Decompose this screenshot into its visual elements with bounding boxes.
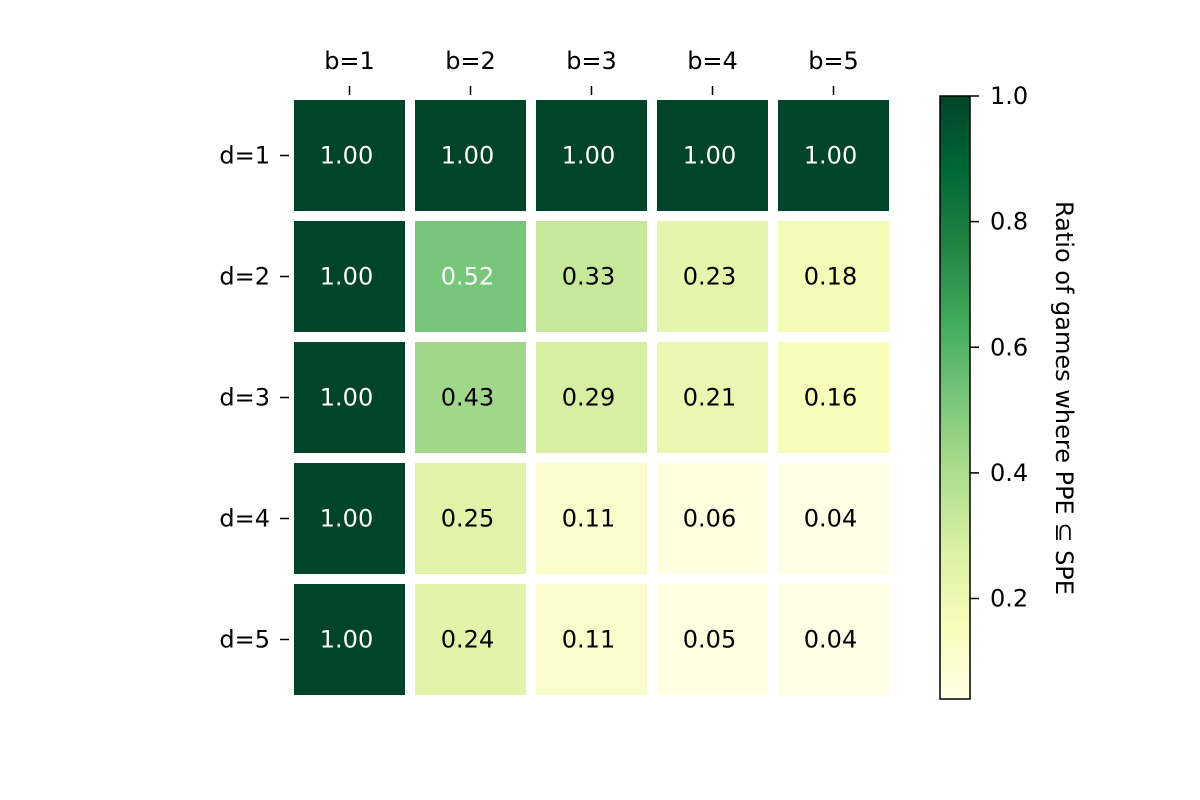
colorbar-tick-label: 0.2 <box>990 585 1028 613</box>
cell-value-label: 0.21 <box>683 384 736 412</box>
colorbar-label: Ratio of games where PPE ⊆ SPE <box>1050 201 1078 595</box>
cell-value-label: 1.00 <box>441 142 494 170</box>
cell-value-label: 0.11 <box>562 626 615 654</box>
x-tick-label: b=2 <box>445 47 496 75</box>
cell-value-label: 0.04 <box>804 626 857 654</box>
cell-value-label: 0.25 <box>441 505 494 533</box>
cell-value-label: 1.00 <box>320 263 373 291</box>
cell-value-label: 1.00 <box>320 384 373 412</box>
cell-value-label: 1.00 <box>320 505 373 533</box>
cell-value-label: 1.00 <box>320 142 373 170</box>
cell-value-label: 0.23 <box>683 263 736 291</box>
cell-value-label: 0.11 <box>562 505 615 533</box>
y-tick-label: d=1 <box>219 142 270 170</box>
cell-value-label: 0.04 <box>804 505 857 533</box>
cell-value-label: 0.06 <box>683 505 736 533</box>
heatmap-cell <box>415 342 526 453</box>
heatmap-cell <box>415 463 526 574</box>
cell-value-label: 0.29 <box>562 384 615 412</box>
cell-value-label: 1.00 <box>804 142 857 170</box>
heatmap-cells: 1.00 1.00 1.00 1.00 1.00 1.00 0.52 0.33 0.23 0.18… <box>294 100 889 695</box>
cell-value-label: 1.00 <box>683 142 736 170</box>
heatmap-cell <box>294 221 405 332</box>
heatmap-cell <box>536 100 647 211</box>
heatmap-cell <box>536 342 647 453</box>
heatmap-cell <box>778 584 889 695</box>
heatmap-cell <box>536 463 647 574</box>
cell-value-label: 1.00 <box>562 142 615 170</box>
x-axis-top: b=1 b=2 b=3 b=4 b=5 <box>324 47 859 95</box>
cell-value-label: 0.33 <box>562 263 615 291</box>
x-tick-label: b=1 <box>324 47 375 75</box>
heatmap-cell <box>778 221 889 332</box>
colorbar-tick-label: 0.8 <box>990 208 1028 236</box>
cell-value-label: 0.52 <box>441 263 494 291</box>
heatmap-cell <box>657 221 768 332</box>
colorbar-ticks: 0.2 0.4 0.6 0.8 1.0 <box>970 82 1028 613</box>
heatmap-cell <box>778 342 889 453</box>
heatmap-cell <box>415 584 526 695</box>
y-tick-label: d=3 <box>219 384 270 412</box>
heatmap-cell <box>294 584 405 695</box>
heatmap-cell <box>415 100 526 211</box>
colorbar-tick-label: 1.0 <box>990 82 1028 110</box>
heatmap-cell <box>536 221 647 332</box>
heatmap-cell <box>657 100 768 211</box>
cell-value-label: 1.00 <box>320 626 373 654</box>
cell-value-label: 0.05 <box>683 626 736 654</box>
colorbar: 0.2 0.4 0.6 0.8 1.0 Ratio of games where PPE… <box>939 82 1078 700</box>
heatmap-cell <box>294 342 405 453</box>
y-tick-label: d=4 <box>219 505 270 533</box>
cell-value-label: 0.16 <box>804 384 857 412</box>
cell-value-label: 0.43 <box>441 384 494 412</box>
heatmap-cell <box>294 100 405 211</box>
heatmap-cell <box>657 584 768 695</box>
colorbar-gradient <box>939 95 971 700</box>
heatmap-cell <box>536 584 647 695</box>
heatmap-cell <box>657 342 768 453</box>
heatmap-cell <box>415 221 526 332</box>
heatmap-cell <box>294 463 405 574</box>
colorbar-tick-label: 0.6 <box>990 333 1028 361</box>
cell-value-label: 0.18 <box>804 263 857 291</box>
y-tick-label: d=2 <box>219 263 270 291</box>
x-tick-label: b=5 <box>808 47 859 75</box>
heatmap-cell <box>657 463 768 574</box>
colorbar-tick-label: 0.4 <box>990 459 1028 487</box>
x-tick-label: b=4 <box>687 47 738 75</box>
heatmap-cell <box>778 100 889 211</box>
cell-value-label: 0.24 <box>441 626 494 654</box>
y-axis-left: d=1 d=2 d=3 d=4 d=5 <box>219 142 289 654</box>
y-tick-label: d=5 <box>219 626 270 654</box>
heatmap-cell <box>778 463 889 574</box>
x-tick-label: b=3 <box>566 47 617 75</box>
